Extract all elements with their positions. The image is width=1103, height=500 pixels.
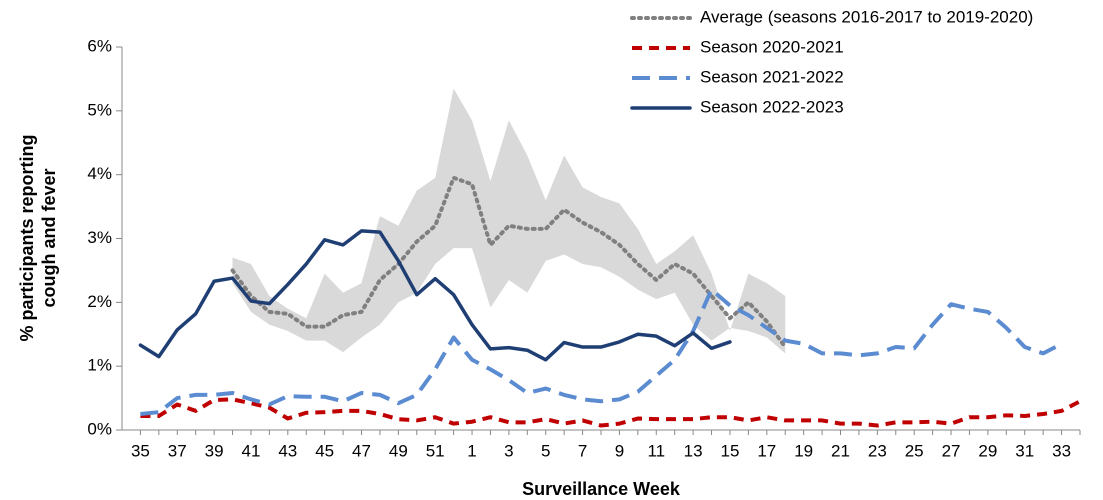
x-tick-label: 11 xyxy=(647,441,665,460)
y-tick-label: 3% xyxy=(87,228,112,247)
x-tick-label: 5 xyxy=(541,441,550,460)
x-tick-label: 21 xyxy=(831,441,850,460)
x-tick-label: 15 xyxy=(721,441,740,460)
x-tick-label: 43 xyxy=(278,441,297,460)
x-tick-label: 27 xyxy=(942,441,961,460)
x-tick-label: 41 xyxy=(242,441,261,460)
y-tick-label: 2% xyxy=(87,292,112,311)
x-tick-label: 7 xyxy=(578,441,587,460)
legend-label: Season 2021-2022 xyxy=(700,67,844,86)
x-tick-label: 37 xyxy=(168,441,187,460)
x-axis-title: Surveillance Week xyxy=(522,479,681,499)
legend-label: Season 2022-2023 xyxy=(700,97,844,116)
y-tick-label: 1% xyxy=(87,356,112,375)
x-tick-label: 1 xyxy=(467,441,476,460)
x-tick-label: 29 xyxy=(978,441,997,460)
x-tick-label: 51 xyxy=(426,441,445,460)
range-band xyxy=(232,88,786,354)
x-tick-label: 49 xyxy=(389,441,408,460)
x-tick-label: 3 xyxy=(504,441,513,460)
y-tick-label: 5% xyxy=(87,100,112,119)
x-tick-label: 45 xyxy=(315,441,334,460)
line xyxy=(230,175,788,350)
legend-label: Average (seasons 2016-2017 to 2019-2020) xyxy=(700,7,1033,26)
x-tick-label: 39 xyxy=(205,441,224,460)
x-tick-label: 13 xyxy=(684,441,703,460)
x-tick-label: 47 xyxy=(352,441,371,460)
line xyxy=(140,397,1081,428)
legend-label: Season 2020-2021 xyxy=(700,37,844,56)
y-axis-title: cough and fever xyxy=(39,168,59,307)
x-tick-label: 35 xyxy=(131,441,150,460)
x-tick-label: 25 xyxy=(905,441,924,460)
x-tick-label: 9 xyxy=(615,441,624,460)
line xyxy=(138,229,732,362)
x-tick-label: 31 xyxy=(1015,441,1034,460)
y-tick-label: 0% xyxy=(87,419,112,438)
x-tick-label: 33 xyxy=(1052,441,1071,460)
x-tick-label: 23 xyxy=(868,441,887,460)
y-tick-label: 4% xyxy=(87,164,112,183)
line xyxy=(140,287,1063,417)
y-axis-title: % participants reporting xyxy=(17,134,37,341)
x-tick-label: 17 xyxy=(757,441,776,460)
y-tick-label: 6% xyxy=(87,36,112,55)
x-tick-label: 19 xyxy=(794,441,813,460)
